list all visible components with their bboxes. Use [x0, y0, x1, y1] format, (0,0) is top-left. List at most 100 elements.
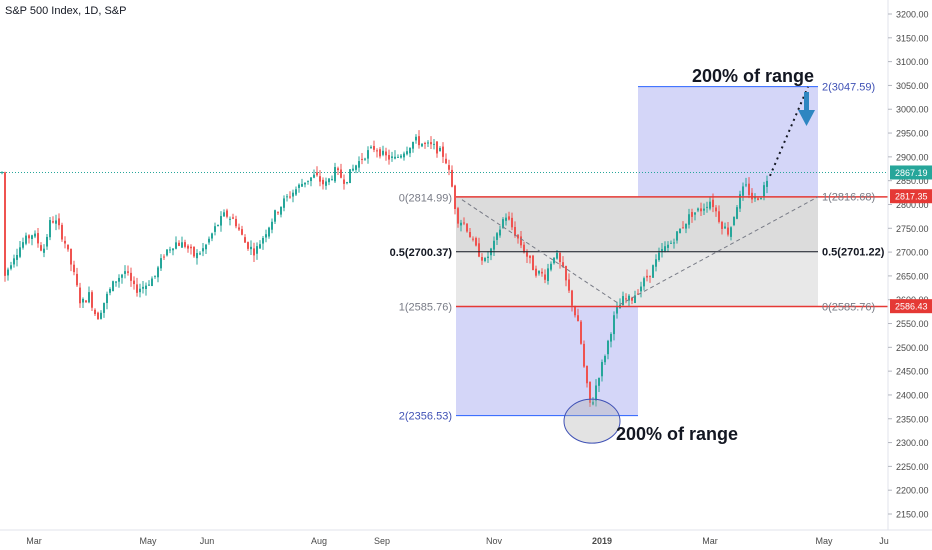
candle-body: [58, 218, 60, 226]
fib-band-lower: [456, 251, 818, 307]
range-box-left: [456, 306, 638, 416]
candle-body: [43, 248, 45, 253]
candle-body: [514, 226, 516, 236]
candle-body: [52, 221, 54, 223]
candle-body: [70, 248, 72, 265]
candle-body: [556, 252, 558, 259]
candle-body: [226, 210, 228, 217]
candle-body: [169, 249, 171, 251]
candle-body: [280, 206, 282, 215]
price-tick-label: 2500.00: [896, 343, 929, 353]
fib-right-label: 2(3047.59): [822, 82, 875, 94]
candle-body: [397, 156, 399, 158]
candle-body: [604, 355, 606, 363]
last-price-marker: 2867.19: [895, 168, 928, 178]
candle-body: [502, 219, 504, 228]
candle-body: [544, 274, 546, 280]
candle-body: [379, 149, 381, 157]
candle-body: [637, 293, 639, 295]
price-tick-label: 2400.00: [896, 390, 929, 400]
candle-body: [151, 278, 153, 287]
candle-body: [583, 343, 585, 367]
candle-body: [529, 255, 531, 258]
price-tick-label: 3050.00: [896, 81, 929, 91]
candle-body: [610, 334, 612, 342]
candle-body: [136, 284, 138, 293]
trend-dashed: [461, 196, 819, 306]
candle-body: [229, 218, 231, 220]
price-tick-label: 2750.00: [896, 224, 929, 234]
candle-body: [376, 150, 378, 152]
candle-body: [412, 142, 414, 149]
candle-body: [67, 244, 69, 250]
candle-body: [304, 182, 306, 185]
candle-body: [364, 158, 366, 160]
candle-body: [661, 249, 663, 252]
candle-body: [181, 242, 183, 248]
candle-body: [757, 198, 759, 201]
candle-body: [481, 257, 483, 261]
candle-body: [742, 186, 744, 196]
candle-body: [466, 223, 468, 232]
candle-body: [307, 180, 309, 182]
candle-body: [343, 179, 345, 184]
price-tick-label: 2700.00: [896, 248, 929, 258]
candle-body: [25, 235, 27, 244]
price-tick-label: 3200.00: [896, 10, 929, 20]
candle-body: [385, 151, 387, 156]
candle-body: [250, 246, 252, 250]
candle-body: [46, 236, 48, 247]
candle-body: [148, 284, 150, 286]
candle-body: [691, 212, 693, 217]
candle-body: [553, 257, 555, 264]
candle-body: [328, 178, 330, 183]
candle-body: [271, 221, 273, 230]
candle-body: [19, 247, 21, 257]
candle-body: [217, 224, 219, 226]
candle-body: [670, 242, 672, 244]
candle-body: [103, 302, 105, 313]
candle-body: [442, 146, 444, 157]
time-label: Jun: [200, 536, 215, 546]
candle-body: [265, 234, 267, 238]
candle-body: [748, 183, 750, 195]
candle-body: [733, 217, 735, 226]
candle-body: [586, 365, 588, 384]
candle-body: [562, 262, 564, 268]
candle-body: [598, 378, 600, 386]
candle-body: [112, 281, 114, 292]
candle-body: [337, 168, 339, 171]
candle-body: [475, 238, 477, 246]
candle-body: [316, 172, 318, 176]
candle-body: [370, 146, 372, 148]
candle-body: [22, 242, 24, 248]
fib-right-label: 0.5(2701.22): [822, 247, 885, 259]
candle-body: [349, 169, 351, 184]
candle-body: [256, 246, 258, 254]
candle-body: [232, 217, 234, 219]
price-tick-label: 2650.00: [896, 271, 929, 281]
candle-body: [292, 192, 294, 197]
candle-body: [193, 246, 195, 257]
price-tick-label: 2550.00: [896, 319, 929, 329]
fib-left-label: 1(2585.76): [399, 301, 452, 313]
candle-body: [589, 381, 591, 403]
time-label: Sep: [374, 536, 390, 546]
candle-body: [496, 233, 498, 240]
fib-left-label: 0(2814.99): [399, 192, 452, 204]
down-arrow-head-icon: [798, 110, 815, 126]
fib-left-label: 2(2356.53): [399, 411, 452, 423]
candle-body: [391, 156, 393, 158]
candle-body: [766, 180, 768, 187]
candle-body: [580, 321, 582, 344]
candle-body: [718, 211, 720, 222]
candle-body: [124, 271, 126, 274]
candle-body: [448, 165, 450, 170]
price-tick-label: 2950.00: [896, 129, 929, 139]
time-label: May: [815, 536, 833, 546]
candle-body: [286, 196, 288, 198]
candle-body: [439, 147, 441, 152]
candle-body: [445, 158, 447, 164]
candle-body: [157, 267, 159, 278]
